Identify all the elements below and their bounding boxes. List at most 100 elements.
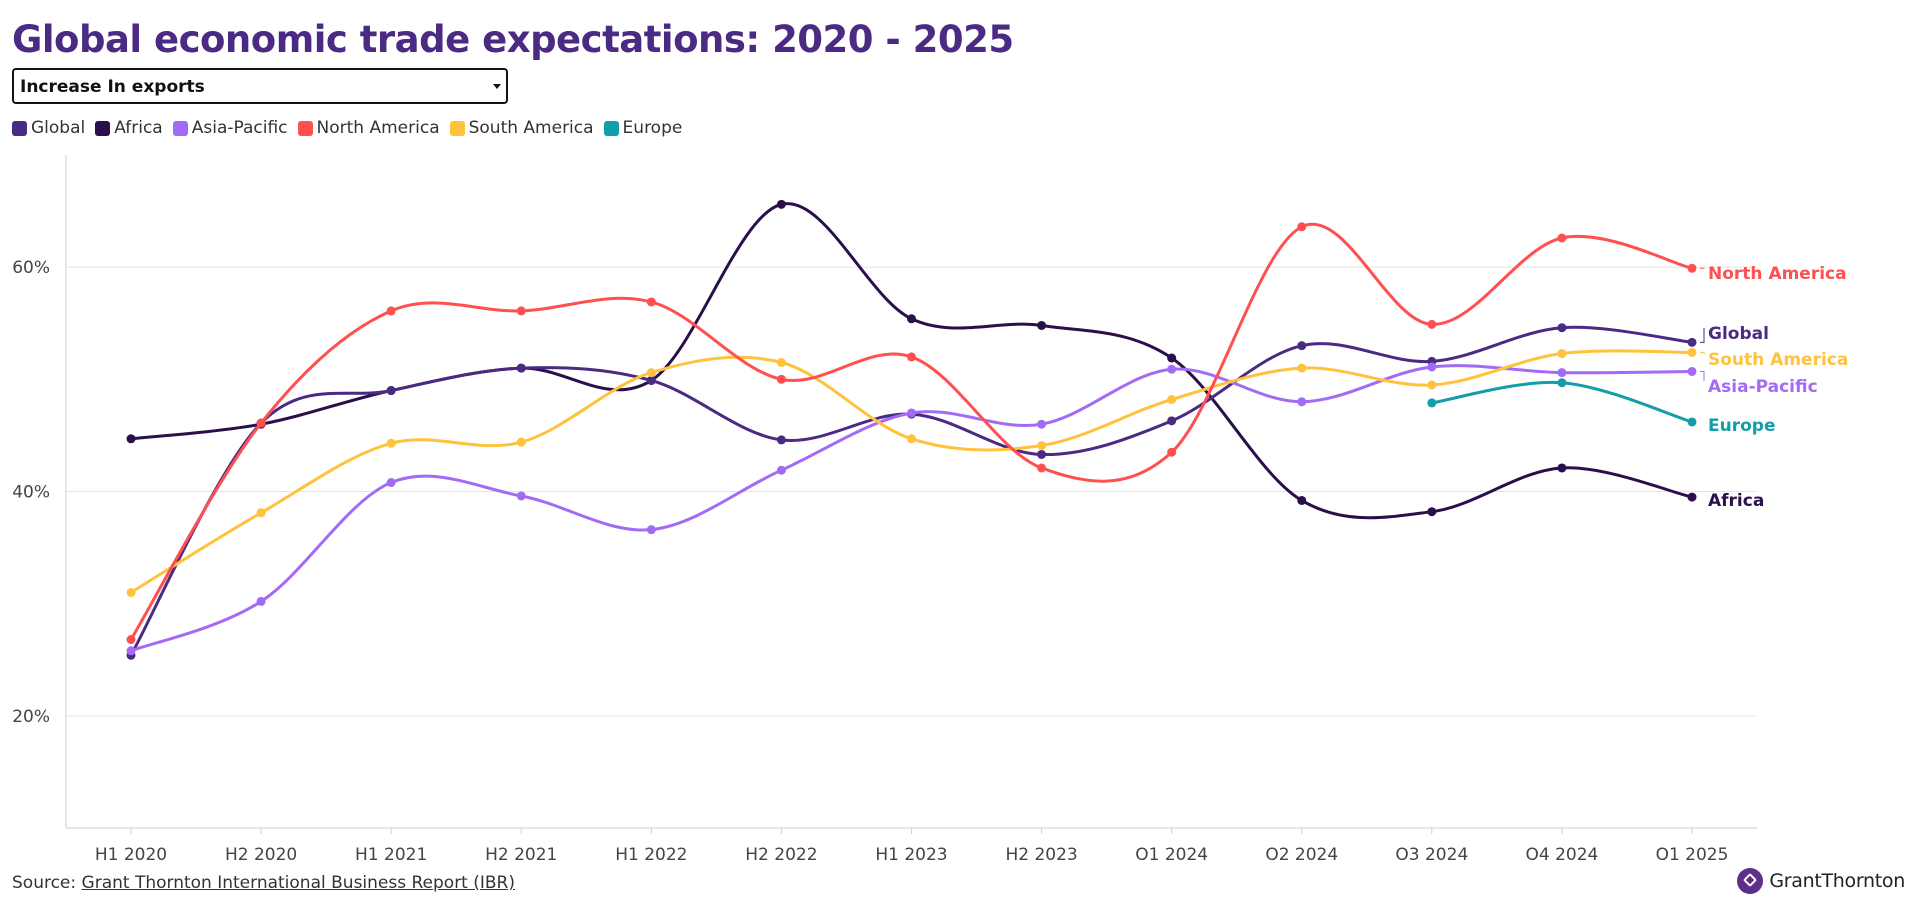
data-point-asia-pacific xyxy=(646,525,656,535)
data-point-north-america xyxy=(1557,233,1567,243)
x-tick-label: H2 2020 xyxy=(225,845,297,860)
data-point-global xyxy=(776,435,786,445)
series-end-label-africa: Africa xyxy=(1708,491,1764,511)
data-point-africa xyxy=(1427,507,1437,517)
legend-swatch xyxy=(603,120,619,136)
data-point-north-america xyxy=(386,306,396,316)
series-end-label-europe: Europe xyxy=(1708,416,1775,436)
x-tick-label: H2 2023 xyxy=(1005,845,1077,860)
legend-item-south-america[interactable]: South America xyxy=(449,118,594,138)
data-point-asia-pacific xyxy=(1037,419,1047,429)
label-leader-asia-pacific xyxy=(1700,370,1705,381)
series-end-label-global: Global xyxy=(1708,324,1769,344)
data-point-south-america xyxy=(1557,349,1567,359)
data-point-north-america xyxy=(1167,447,1177,457)
data-point-europe xyxy=(1557,378,1567,388)
data-point-south-america xyxy=(1037,441,1047,451)
series-line-asia-pacific xyxy=(129,364,1694,653)
data-point-south-america xyxy=(646,368,656,378)
data-point-south-america xyxy=(1687,347,1697,357)
data-point-africa xyxy=(1687,492,1697,502)
data-point-north-america xyxy=(776,374,786,384)
legend-label: North America xyxy=(316,118,440,138)
y-tick-label: 40% xyxy=(12,483,50,503)
data-point-asia-pacific xyxy=(126,646,136,656)
legend-label: Asia-Pacific xyxy=(191,118,288,138)
data-point-africa xyxy=(907,314,916,324)
source-note: Source: Grant Thornton International Bus… xyxy=(12,873,515,893)
legend: Global Africa Asia-Pacific North America… xyxy=(12,118,682,138)
brand-logo: GrantThornton xyxy=(1737,868,1905,894)
x-tick-label: Q4 2024 xyxy=(1525,845,1598,860)
data-point-asia-pacific xyxy=(386,478,396,488)
data-point-europe xyxy=(1427,398,1437,408)
legend-swatch xyxy=(172,120,188,136)
legend-label: Europe xyxy=(622,118,683,138)
legend-swatch xyxy=(449,120,465,136)
data-point-africa xyxy=(1037,320,1047,330)
data-point-north-america xyxy=(1037,463,1047,473)
x-tick-label: H1 2020 xyxy=(95,845,167,860)
data-point-global xyxy=(1037,449,1047,459)
series-line-south-america xyxy=(129,349,1694,594)
legend-label: Africa xyxy=(114,118,163,138)
y-tick-label: 60% xyxy=(12,258,50,278)
x-tick-label: H1 2021 xyxy=(355,845,427,860)
x-tick-label: Q2 2024 xyxy=(1265,845,1338,860)
data-point-north-america xyxy=(256,418,266,428)
data-point-asia-pacific xyxy=(1297,397,1307,407)
data-point-north-america xyxy=(646,297,656,307)
data-point-asia-pacific xyxy=(907,408,916,418)
metric-dropdown-value: Increase In exports xyxy=(20,77,205,97)
metric-dropdown[interactable]: Increase In exports xyxy=(12,68,508,104)
data-point-global xyxy=(516,363,526,373)
legend-item-asia-pacific[interactable]: Asia-Pacific xyxy=(172,118,288,138)
legend-item-north-america[interactable]: North America xyxy=(297,118,440,138)
data-point-south-america xyxy=(516,437,526,447)
data-point-south-america xyxy=(1427,380,1437,390)
legend-item-europe[interactable]: Europe xyxy=(603,118,683,138)
x-tick-label: H2 2022 xyxy=(745,845,817,860)
legend-item-africa[interactable]: Africa xyxy=(95,118,163,138)
data-point-africa xyxy=(1297,495,1307,505)
series-line-north-america xyxy=(129,222,1694,642)
legend-label: Global xyxy=(31,118,86,138)
data-point-global xyxy=(1297,341,1307,351)
data-point-global xyxy=(1687,337,1697,347)
data-point-south-america xyxy=(1297,363,1307,373)
x-tick-label: H1 2023 xyxy=(875,845,947,860)
legend-swatch xyxy=(95,120,111,136)
data-point-north-america xyxy=(1427,319,1437,329)
data-point-asia-pacific xyxy=(516,491,526,501)
data-point-asia-pacific xyxy=(1557,368,1567,378)
chevron-down-icon xyxy=(493,84,501,89)
x-tick-label: Q1 2025 xyxy=(1656,845,1729,860)
legend-label: South America xyxy=(468,118,594,138)
data-point-global xyxy=(646,375,656,385)
legend-item-global[interactable]: Global xyxy=(12,118,85,138)
source-prefix: Source: xyxy=(12,873,77,893)
data-point-north-america xyxy=(1687,263,1697,273)
data-point-north-america xyxy=(516,306,526,316)
x-tick-label: H1 2022 xyxy=(615,845,687,860)
label-leader-global xyxy=(1700,328,1705,343)
x-tick-label: H2 2021 xyxy=(485,845,557,860)
data-point-asia-pacific xyxy=(776,465,786,475)
data-point-africa xyxy=(776,199,786,209)
data-point-north-america xyxy=(1297,222,1307,232)
data-point-europe xyxy=(1687,417,1697,427)
x-tick-label: Q1 2024 xyxy=(1135,845,1208,860)
series-end-label-south-america: South America xyxy=(1708,350,1848,370)
data-point-global xyxy=(1167,416,1177,426)
data-point-africa xyxy=(1557,463,1567,473)
data-point-africa xyxy=(1167,353,1177,363)
data-point-north-america xyxy=(126,635,136,645)
data-point-south-america xyxy=(776,358,786,368)
data-point-south-america xyxy=(1167,395,1177,405)
series-end-label-north-america: North America xyxy=(1708,264,1847,284)
line-chart: 20% 40% 60% H1 2020 H2 2020 H1 2021 H2 2021 H1 … xyxy=(12,155,1848,860)
label-leader-south-america xyxy=(1700,351,1705,354)
data-point-south-america xyxy=(907,434,916,444)
data-point-global xyxy=(1557,323,1567,333)
source-link[interactable]: Grant Thornton International Business Re… xyxy=(81,873,516,893)
